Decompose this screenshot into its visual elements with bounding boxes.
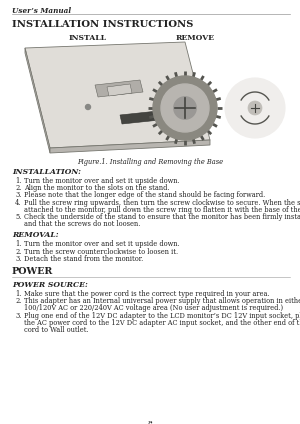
Text: Detach the stand from the monitor.: Detach the stand from the monitor. xyxy=(24,255,143,263)
Circle shape xyxy=(225,78,285,138)
Text: 3.: 3. xyxy=(15,312,21,320)
Text: Turn the monitor over and set it upside down.: Turn the monitor over and set it upside … xyxy=(24,240,180,248)
Text: Align the monitor to the slots on the stand.: Align the monitor to the slots on the st… xyxy=(24,184,169,192)
Circle shape xyxy=(161,84,209,132)
Text: Make sure that the power cord is the correct type required in your area.: Make sure that the power cord is the cor… xyxy=(24,290,270,298)
Text: the AC power cord to the 12V DC adapter AC input socket, and the other end of th: the AC power cord to the 12V DC adapter … xyxy=(24,319,300,327)
Text: 1.: 1. xyxy=(15,290,21,298)
Text: 2.: 2. xyxy=(15,248,21,256)
Text: 1.: 1. xyxy=(15,177,21,185)
Text: This adapter has an Internal universal power supply that allows operation in eit: This adapter has an Internal universal p… xyxy=(24,297,300,305)
Text: attached to the monitor, pull down the screw ring to flatten it with the base of: attached to the monitor, pull down the s… xyxy=(24,206,300,214)
Text: User’s Manual: User’s Manual xyxy=(12,7,71,15)
Polygon shape xyxy=(107,84,132,96)
Text: INSTALL: INSTALL xyxy=(69,34,107,42)
Polygon shape xyxy=(120,111,160,124)
Text: Turn the monitor over and set it upside down.: Turn the monitor over and set it upside … xyxy=(24,177,180,185)
Circle shape xyxy=(153,76,217,140)
Text: Please note that the longer edge of the stand should be facing forward.: Please note that the longer edge of the … xyxy=(24,191,265,199)
Text: and that the screws do not loosen.: and that the screws do not loosen. xyxy=(24,220,140,228)
Text: POWER SOURCE:: POWER SOURCE: xyxy=(12,281,88,289)
Polygon shape xyxy=(25,48,50,153)
Text: INSTALLATION:: INSTALLATION: xyxy=(12,168,81,176)
Circle shape xyxy=(248,101,262,115)
Text: Turn the screw counterclockwise to loosen it.: Turn the screw counterclockwise to loose… xyxy=(24,248,178,256)
Text: 100/120V AC or 220/240V AC voltage area (No user adjustment is required.): 100/120V AC or 220/240V AC voltage area … xyxy=(24,304,283,312)
Text: INSTALLATION INSTRUCTIONS: INSTALLATION INSTRUCTIONS xyxy=(12,20,194,29)
Text: Figure.1. Installing and Removing the Base: Figure.1. Installing and Removing the Ba… xyxy=(77,158,223,166)
Text: cord to Wall outlet.: cord to Wall outlet. xyxy=(24,326,88,334)
Polygon shape xyxy=(50,140,210,153)
Text: POWER: POWER xyxy=(12,267,53,276)
Text: REMOVE: REMOVE xyxy=(176,34,214,42)
Circle shape xyxy=(85,104,91,109)
Circle shape xyxy=(174,97,196,119)
Text: 3.: 3. xyxy=(15,191,21,199)
Text: 2.: 2. xyxy=(15,297,21,305)
Text: 1.: 1. xyxy=(15,240,21,248)
Text: Plug one end of the 12V DC adapter to the LCD monitor’s DC 12V input socket, plu: Plug one end of the 12V DC adapter to th… xyxy=(24,312,300,320)
Text: 2.: 2. xyxy=(15,184,21,192)
Text: Check the underside of the stand to ensure that the monitor has been firmly inst: Check the underside of the stand to ensu… xyxy=(24,213,300,221)
Text: Pull the screw ring upwards, then turn the screw clockwise to secure. When the s: Pull the screw ring upwards, then turn t… xyxy=(24,198,300,206)
Polygon shape xyxy=(95,80,143,97)
Text: 8: 8 xyxy=(148,420,152,424)
Text: 5.: 5. xyxy=(15,213,21,221)
Polygon shape xyxy=(25,42,210,148)
Text: 4.: 4. xyxy=(15,198,22,206)
Text: REMOVAL:: REMOVAL: xyxy=(12,232,58,240)
Text: 3.: 3. xyxy=(15,255,21,263)
